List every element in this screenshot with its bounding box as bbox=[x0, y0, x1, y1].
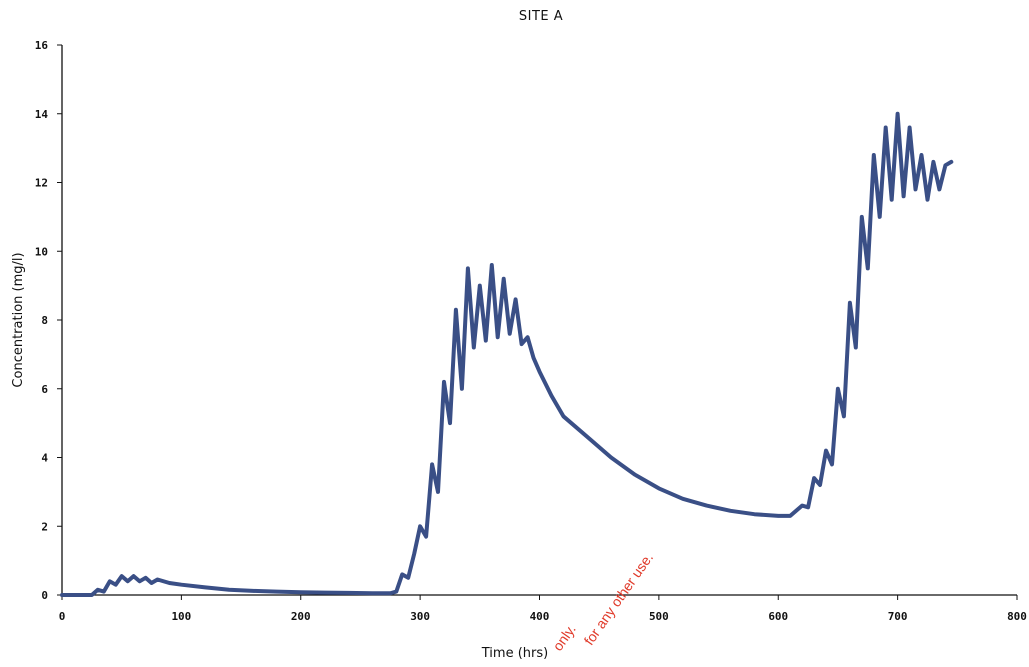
watermark-2: for any other use. bbox=[581, 550, 657, 648]
y-tick-label: 16 bbox=[35, 39, 49, 52]
x-tick-label: 200 bbox=[291, 610, 311, 623]
series-line-1 bbox=[60, 111, 954, 597]
watermark-line-2: for any other use. bbox=[581, 550, 657, 648]
x-tick-label: 100 bbox=[171, 610, 191, 623]
x-tick-label: 400 bbox=[530, 610, 550, 623]
y-tick-label: 14 bbox=[35, 108, 49, 121]
x-tick-label: 800 bbox=[1007, 610, 1027, 623]
x-tick-label: 700 bbox=[888, 610, 908, 623]
y-tick-label: 8 bbox=[41, 314, 48, 327]
x-tick-label: 500 bbox=[649, 610, 669, 623]
x-tick-label: 300 bbox=[410, 610, 430, 623]
y-axis-label: Concentration (mg/l) bbox=[11, 252, 26, 387]
y-tick-label: 0 bbox=[41, 589, 48, 602]
y-tick-label: 10 bbox=[35, 245, 48, 258]
chart-title: SITE A bbox=[519, 9, 563, 24]
y-tick-label: 2 bbox=[41, 520, 48, 533]
axes bbox=[61, 45, 1017, 596]
x-axis-label: Time (hrs) bbox=[481, 646, 548, 661]
x-tick-label: 600 bbox=[768, 610, 788, 623]
y-tick-label: 12 bbox=[35, 177, 48, 190]
y-tick-label: 6 bbox=[41, 383, 48, 396]
x-tick-label: 0 bbox=[59, 610, 66, 623]
y-tick-label: 4 bbox=[41, 452, 48, 465]
y-axis-ticks: 0 2 4 6 8 10 12 14 16 bbox=[35, 39, 62, 602]
x-axis-ticks: 0 100 200 300 400 500 600 700 800 bbox=[59, 595, 1027, 623]
watermark: only. bbox=[549, 621, 578, 654]
series-group bbox=[60, 111, 954, 597]
watermark-line-1: only. bbox=[549, 621, 578, 654]
